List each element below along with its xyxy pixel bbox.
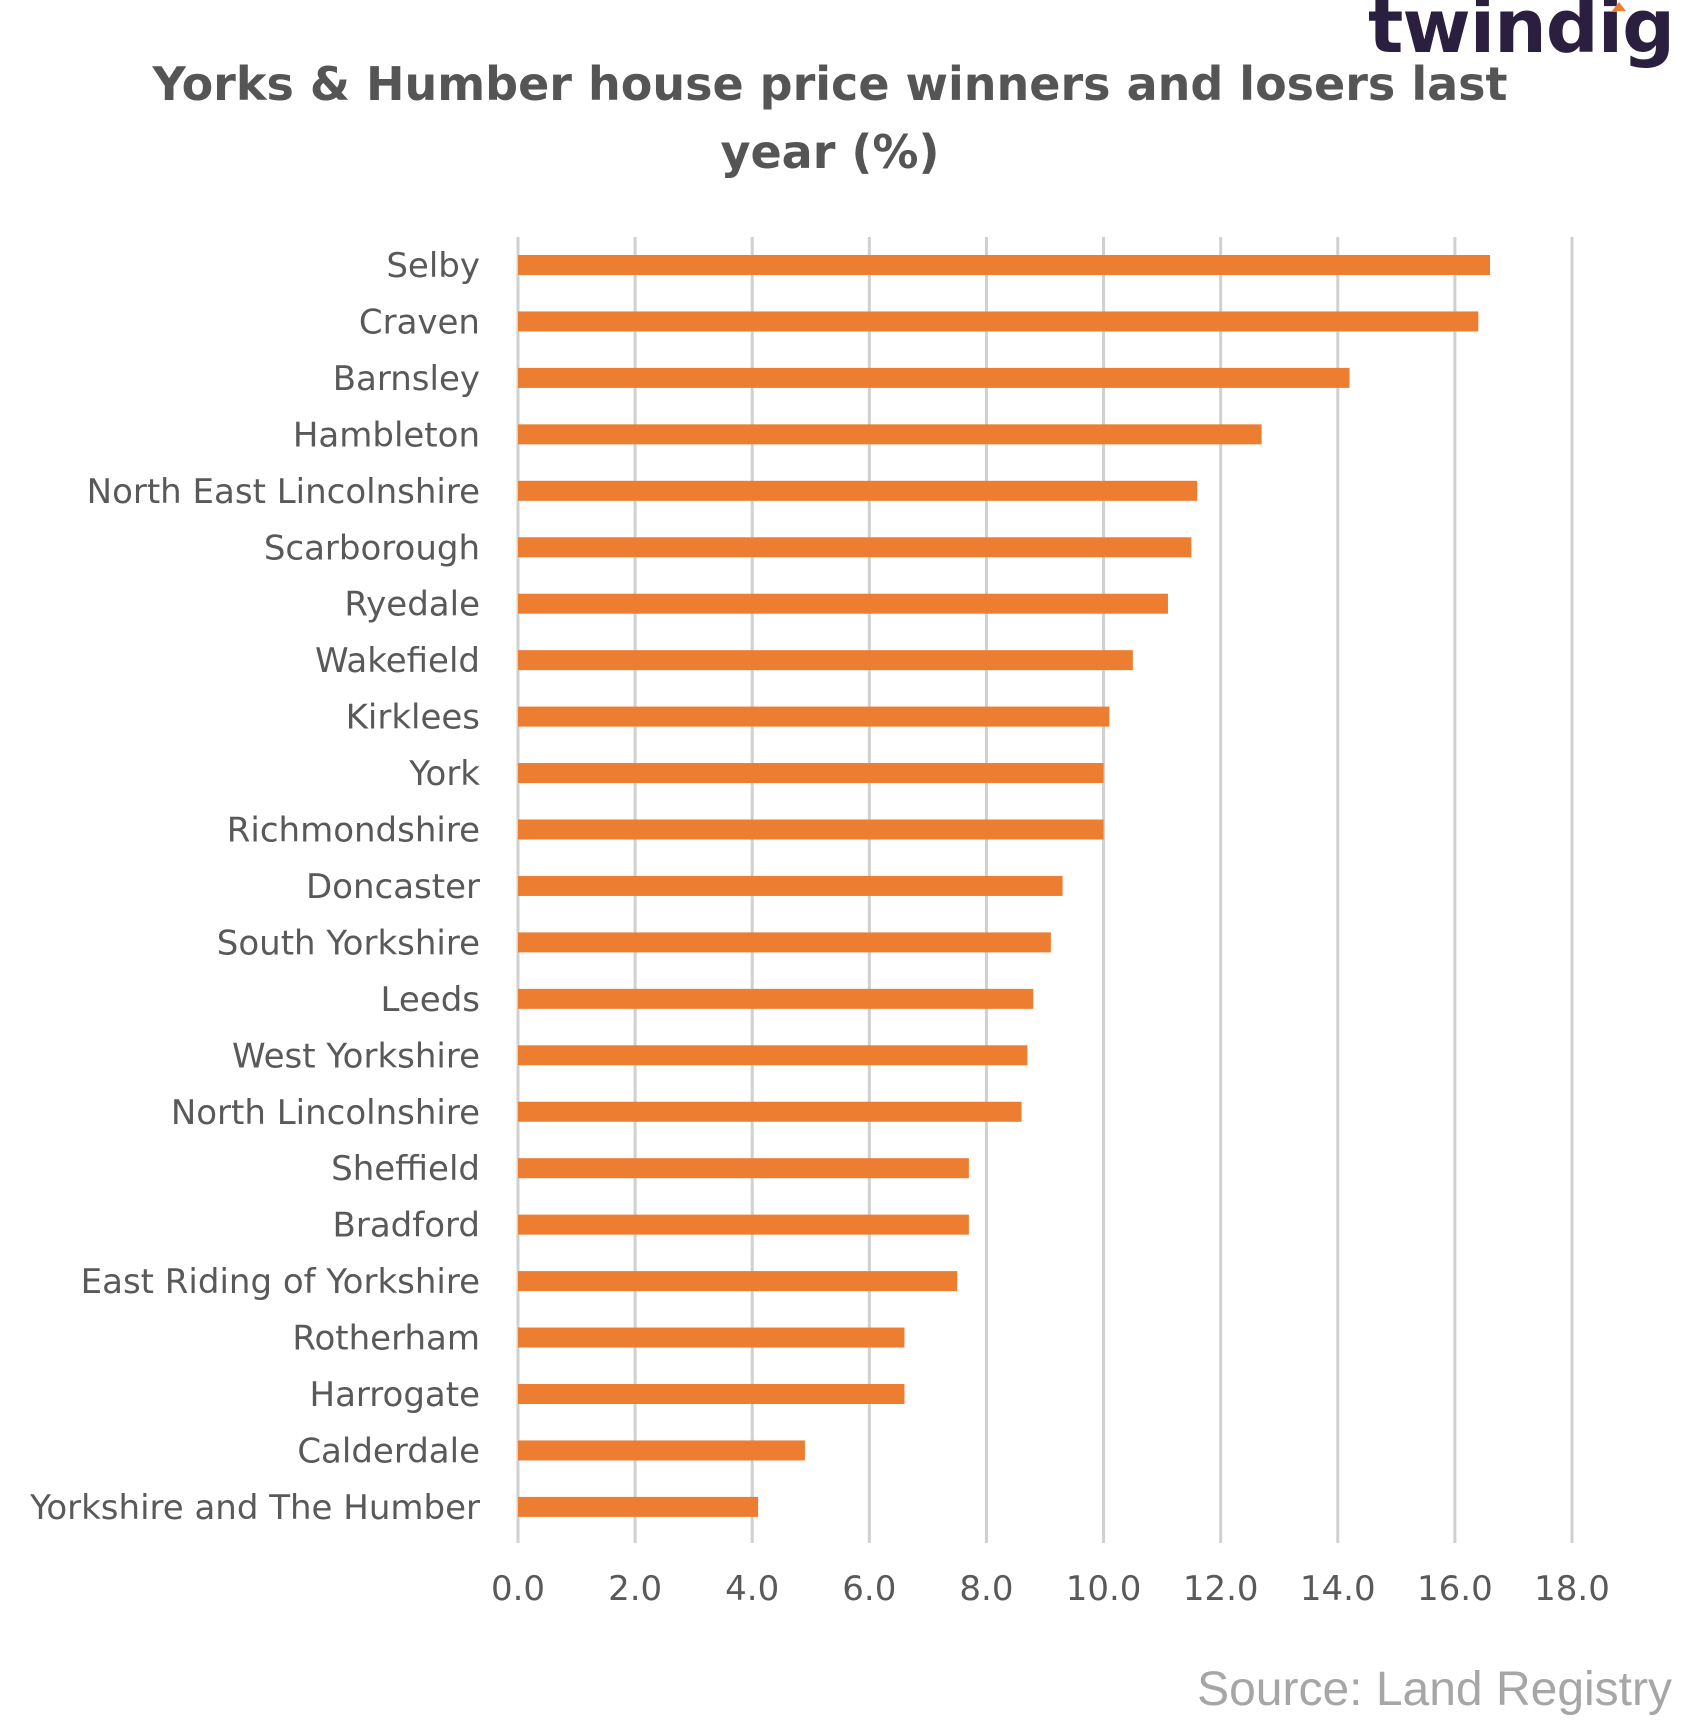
bar (518, 593, 1168, 614)
bar (518, 255, 1491, 275)
x-tick-label: 18.0 (1534, 1569, 1610, 1609)
category-label: Yorkshire and The Humber (29, 1488, 480, 1528)
category-label: Scarborough (264, 528, 480, 568)
bar (518, 706, 1110, 727)
bar (518, 875, 1063, 896)
bar (518, 988, 1034, 1009)
chart-title: Yorks & Humber house price winners and l… (152, 57, 1508, 179)
bar (518, 1496, 759, 1517)
category-label: West Yorkshire (232, 1036, 480, 1076)
category-label: Leeds (381, 980, 480, 1020)
category-label: Calderdale (297, 1431, 480, 1471)
x-tick-label: 6.0 (842, 1569, 896, 1609)
category-label: Wakefield (315, 641, 480, 681)
bar (518, 650, 1133, 671)
x-tick-label: 0.0 (491, 1569, 545, 1609)
category-label: South Yorkshire (217, 923, 480, 963)
bar (518, 424, 1262, 445)
x-axis-tick-labels: 0.0 2.0 4.0 6.0 8.0 10.0 12.0 14.0 16.0 18.0 (491, 1569, 1610, 1609)
bar (518, 537, 1192, 558)
x-tick-label: 16.0 (1417, 1569, 1493, 1609)
category-label: East Riding of Yorkshire (81, 1262, 480, 1302)
x-tick-label: 2.0 (608, 1569, 662, 1609)
bar (518, 1045, 1028, 1066)
category-label: York (408, 754, 480, 794)
category-label: Selby (386, 246, 480, 286)
category-label: Rotherham (292, 1319, 480, 1359)
bar (518, 1327, 905, 1348)
category-label: Richmondshire (227, 811, 480, 851)
category-label: North Lincolnshire (171, 1093, 480, 1133)
bar (518, 367, 1350, 388)
chart-bars (518, 255, 1491, 1517)
bar (518, 1158, 969, 1179)
category-label: Craven (359, 302, 480, 342)
bar (518, 1101, 1022, 1122)
category-label: Harrogate (310, 1375, 480, 1415)
bar (518, 932, 1051, 953)
category-label: Kirklees (346, 698, 480, 738)
source-note: Source: Land Registry (1197, 1663, 1672, 1716)
bar (518, 1384, 905, 1404)
x-tick-label: 4.0 (725, 1569, 779, 1609)
category-label: Doncaster (306, 867, 480, 907)
bar (518, 480, 1198, 501)
bar (518, 1214, 969, 1235)
bar (518, 819, 1104, 840)
x-tick-label: 14.0 (1300, 1569, 1376, 1609)
category-label: Barnsley (333, 359, 480, 399)
category-label: Sheffield (331, 1149, 480, 1189)
category-label: Hambleton (293, 415, 480, 455)
bar (518, 1440, 805, 1461)
bar (518, 1271, 958, 1292)
bar-chart: Selby Craven Barnsley Hambleton North East L… (29, 237, 1610, 1609)
category-label: North East Lincolnshire (87, 472, 480, 512)
x-tick-label: 12.0 (1183, 1569, 1259, 1609)
bar (518, 763, 1104, 784)
category-label: Bradford (333, 1206, 480, 1246)
category-label: Ryedale (344, 585, 480, 625)
x-tick-label: 10.0 (1066, 1569, 1142, 1609)
bar (518, 311, 1479, 332)
logo-roof-icon (1612, 2, 1626, 11)
category-labels: Selby Craven Barnsley Hambleton North East L… (29, 246, 480, 1528)
x-tick-label: 8.0 (959, 1569, 1013, 1609)
